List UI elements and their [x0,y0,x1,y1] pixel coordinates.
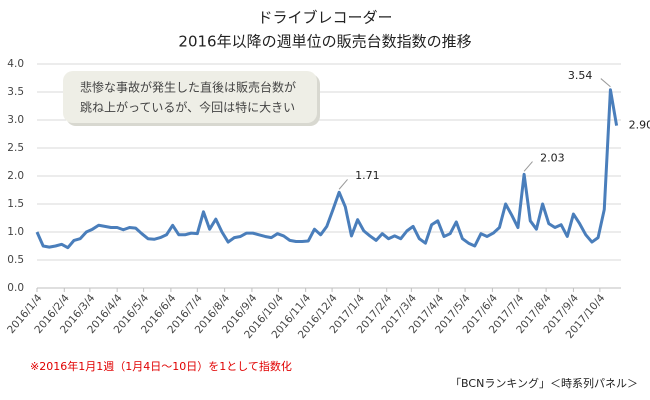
label-leader [600,78,611,88]
footnote: ※2016年1月1週（1月4日～10日）を1として指数化 [30,359,292,373]
label-leader [338,179,348,190]
y-tick-label: 3.5 [7,86,24,98]
annotation-text: 悲惨な事故が発生した直後は販売台数が [80,80,296,95]
annotation-text: 跳ね上がっているが、今回は特に大きい [80,100,295,115]
source: 「BCNランキング」＜時系列パネル＞ [450,376,638,390]
y-tick-label: 2.0 [7,170,24,182]
y-tick-label: 1.0 [7,226,24,238]
chart-title: ドライブレコーダー [257,9,392,27]
data-label: 2.90 [629,119,650,132]
y-tick-label: 0.5 [7,254,24,266]
y-tick-label: 3.0 [7,114,24,126]
line-series [35,88,619,250]
data-label: 1.71 [355,169,380,182]
y-tick-label: 1.5 [7,198,24,210]
annotation-box [63,71,317,123]
label-leader [523,161,533,172]
y-tick-label: 4.0 [7,58,24,70]
data-label: 2.03 [540,151,565,164]
y-tick-label: 2.5 [7,142,24,154]
data-label: 3.54 [568,69,593,82]
chart-subtitle: 2016年以降の週単位の販売台数指数の推移 [178,33,471,51]
y-tick-label: 0.0 [7,282,24,294]
